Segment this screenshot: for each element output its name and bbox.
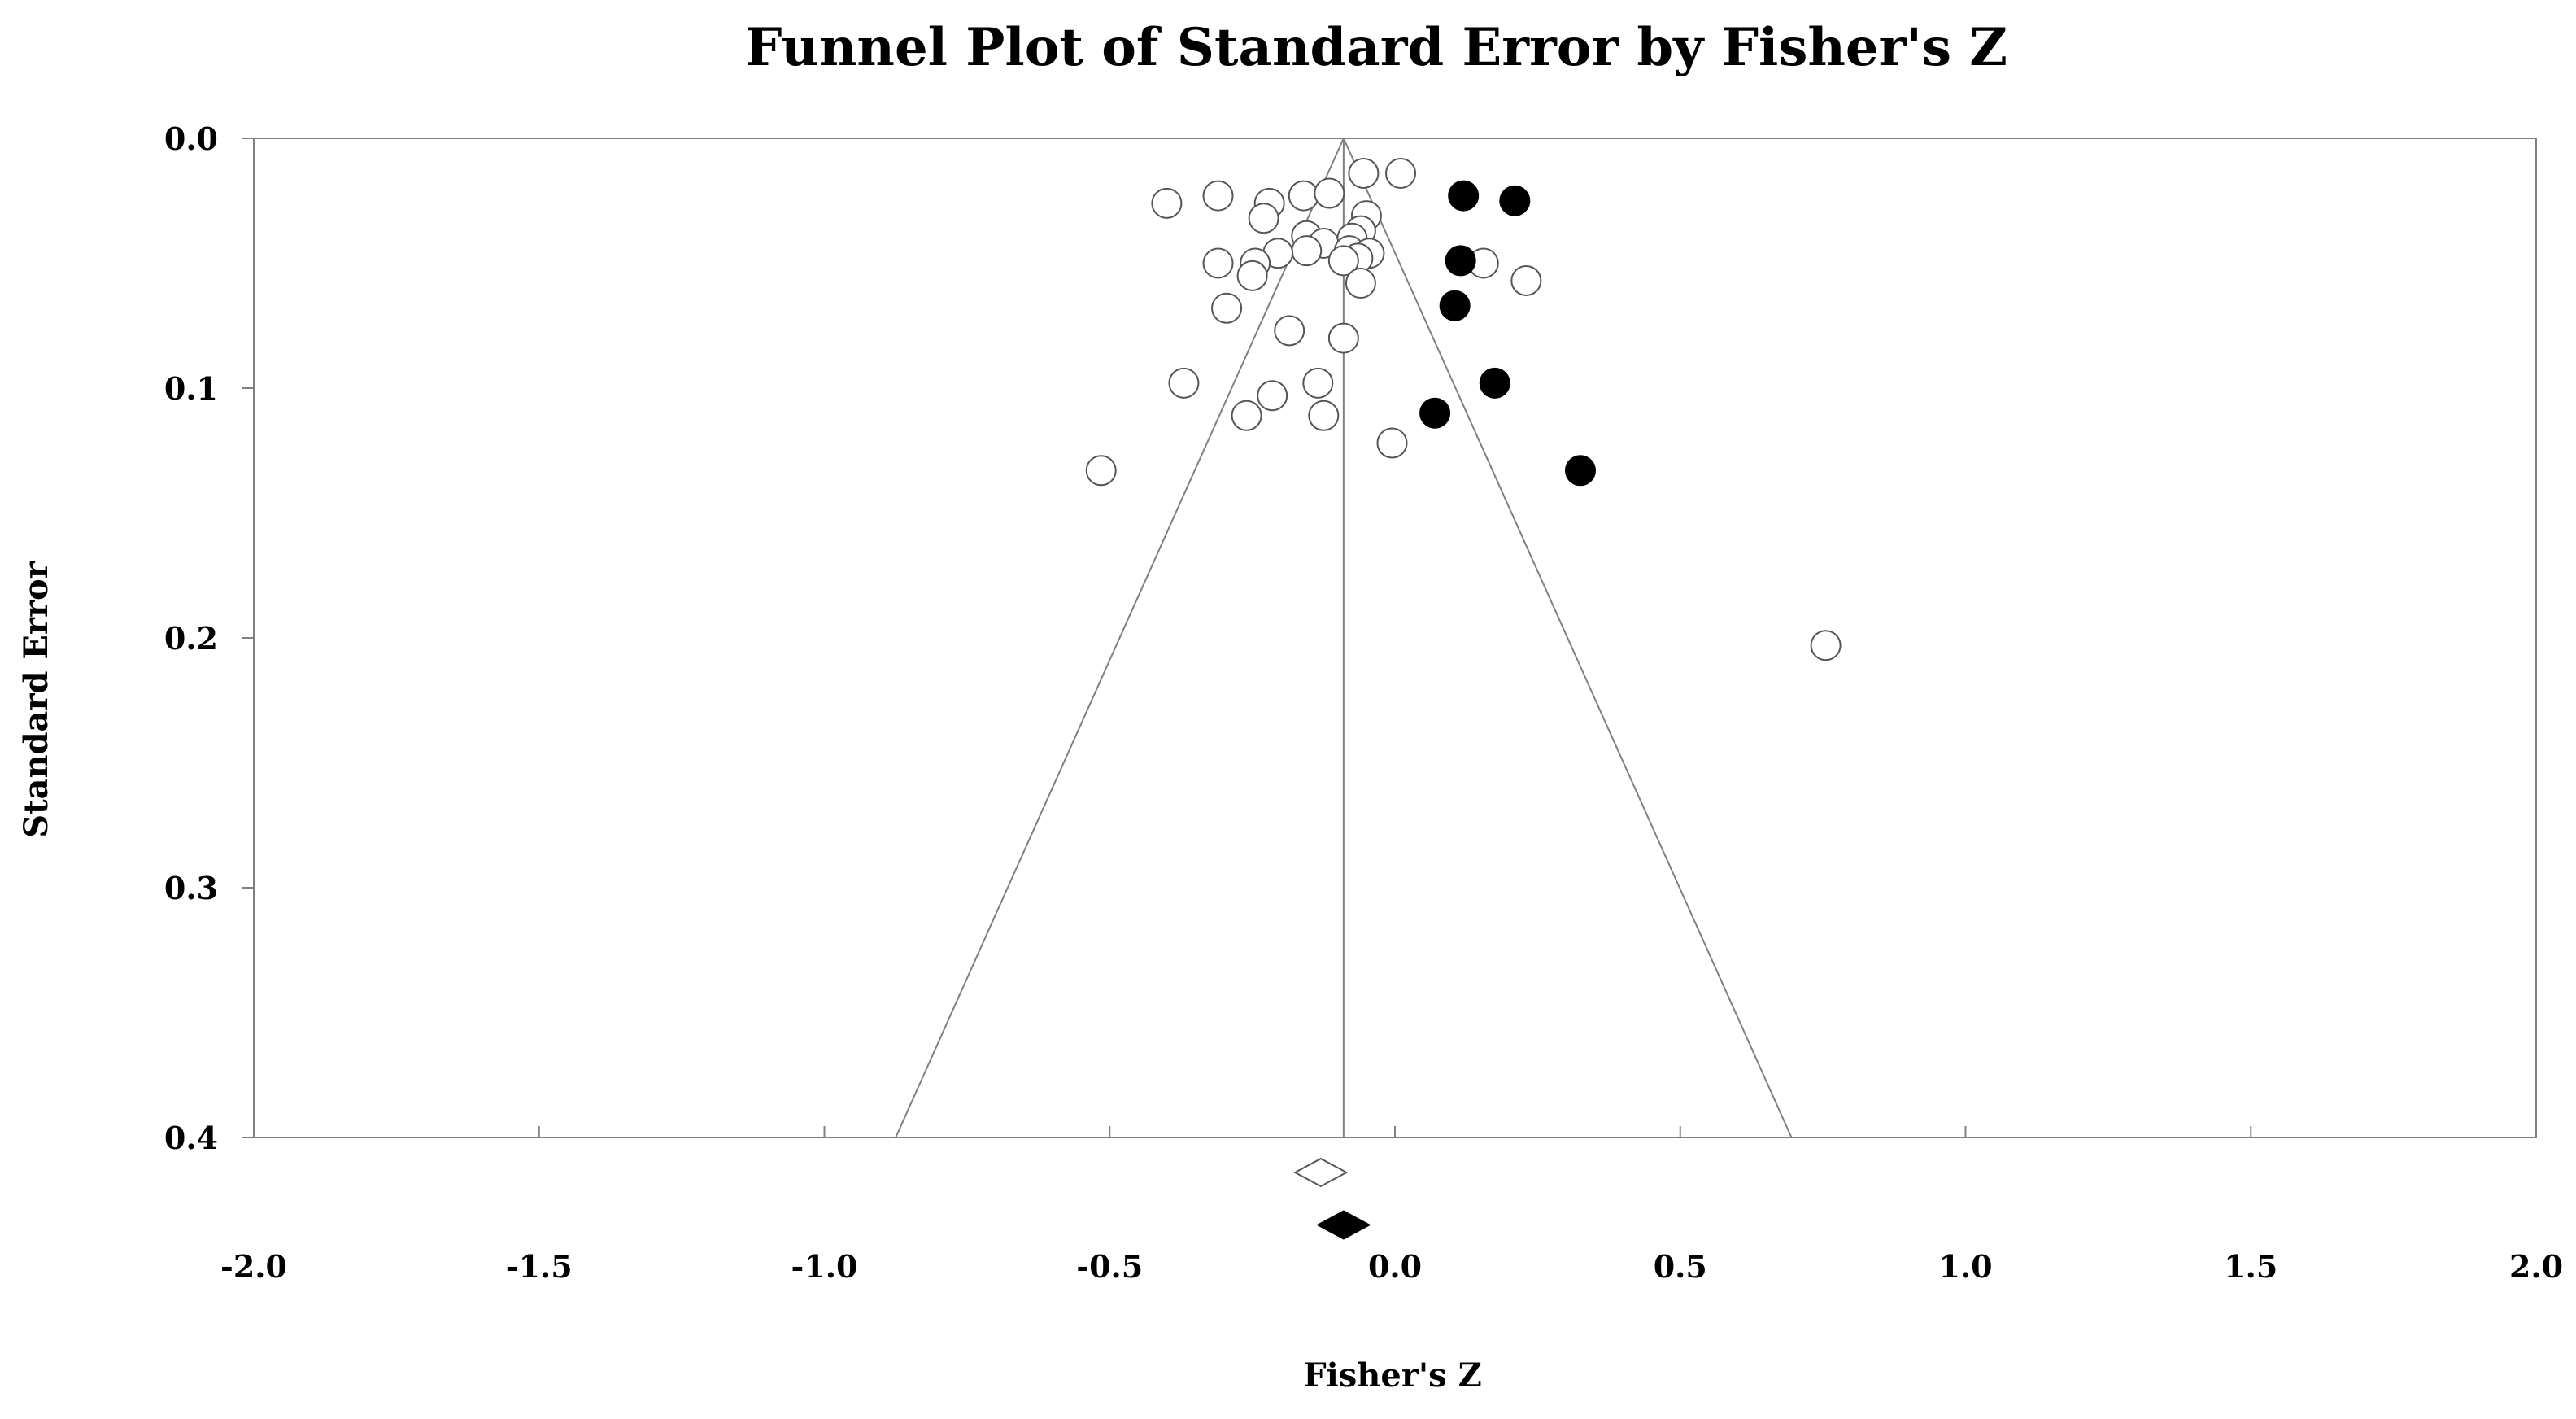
- y-tick-label: 0.3: [164, 870, 218, 906]
- funnel-right-line: [1342, 138, 1793, 1138]
- observed-study-point: [1810, 630, 1842, 661]
- imputed-study-point: [1564, 455, 1596, 487]
- x-tick-label: -1.5: [506, 1248, 573, 1285]
- adjusted-summary-diamond: [1316, 1210, 1371, 1240]
- observed-study-point: [1327, 245, 1359, 277]
- y-tick-label: 0.1: [164, 370, 218, 407]
- observed-study-point: [1308, 400, 1340, 431]
- x-tick-label: 2.0: [2509, 1248, 2563, 1285]
- x-tick-label: -2.0: [220, 1248, 287, 1285]
- observed-study-point: [1288, 180, 1319, 212]
- observed-study-point: [1236, 260, 1268, 291]
- y-axis-label: Standard Error: [17, 561, 55, 838]
- observed-study-point: [1211, 292, 1243, 324]
- x-tick-label: -1.0: [791, 1248, 858, 1285]
- observed-study-point: [1327, 322, 1359, 354]
- observed-study-point: [1202, 247, 1234, 279]
- observed-study-point: [1274, 315, 1305, 347]
- observed-study-point: [1314, 177, 1345, 209]
- observed-study-point: [1376, 427, 1408, 459]
- x-tick-label: 0.0: [1368, 1248, 1422, 1285]
- axis-ticks: -2.0 -1.5 -1.0 -0.5 0.0 0.5 1.0 1.5 2.0 0.0 0.1 0.2…: [164, 120, 2563, 1285]
- observed-study-point: [1510, 264, 1542, 296]
- x-tick-label: 1.5: [2224, 1248, 2277, 1285]
- imputed-study-point: [1439, 290, 1471, 321]
- x-tick-label: -0.5: [1076, 1248, 1143, 1285]
- funnel-lines: [895, 138, 1793, 1138]
- plot-area: [253, 138, 2537, 1138]
- observed-study-point: [1348, 157, 1380, 189]
- imputed-study-point: [1479, 367, 1510, 399]
- observed-study-point: [1345, 268, 1376, 299]
- x-tick-label: 1.0: [1938, 1248, 1992, 1285]
- observed-study-point: [1168, 367, 1200, 399]
- observed-study-point: [1231, 400, 1262, 431]
- y-tick-label: 0.2: [164, 620, 218, 657]
- imputed-study-point: [1445, 245, 1476, 277]
- y-tick-label: 0.4: [164, 1120, 218, 1156]
- x-tick-label: 0.5: [1654, 1248, 1707, 1285]
- observed-study-point: [1202, 180, 1234, 212]
- observed-study-point: [1302, 367, 1334, 399]
- observed-study-point: [1385, 157, 1417, 189]
- data-points: [1085, 157, 1842, 661]
- imputed-study-point: [1419, 397, 1451, 429]
- observed-study-point: [1291, 235, 1323, 267]
- observed-summary-diamond: [1293, 1157, 1349, 1188]
- observed-study-point: [1248, 203, 1279, 234]
- observed-study-point: [1085, 455, 1117, 487]
- x-axis-label: Fisher's Z: [1303, 1356, 1482, 1395]
- observed-study-point: [1151, 187, 1183, 219]
- imputed-study-point: [1448, 180, 1480, 212]
- chart-title: Funnel Plot of Standard Error by Fisher'…: [745, 17, 2007, 78]
- imputed-study-point: [1499, 185, 1531, 216]
- observed-study-point: [1257, 380, 1288, 412]
- y-tick-label: 0.0: [164, 120, 218, 157]
- summary-diamonds: [1293, 1157, 1371, 1240]
- funnel-left-line: [895, 138, 1345, 1138]
